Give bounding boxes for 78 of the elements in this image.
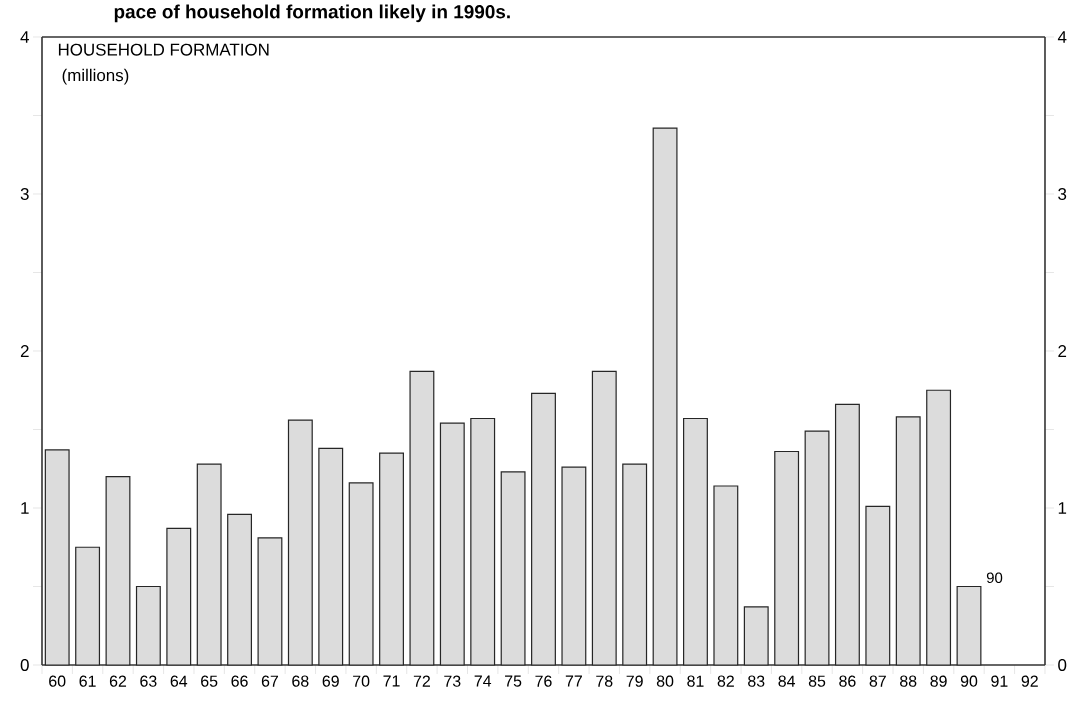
x-tick-label: 86 bbox=[839, 675, 856, 687]
x-tick-label: 75 bbox=[505, 675, 522, 687]
bar bbox=[348, 482, 374, 666]
bar bbox=[470, 417, 496, 666]
bar bbox=[865, 505, 891, 666]
y-tick-label: 3 bbox=[20, 188, 29, 200]
x-tick-label: 82 bbox=[717, 675, 734, 687]
x-tick-label: 69 bbox=[322, 675, 339, 687]
bar bbox=[227, 513, 253, 666]
bar bbox=[379, 452, 404, 666]
bar bbox=[652, 127, 678, 666]
bar bbox=[287, 419, 313, 666]
x-tick-label: 62 bbox=[109, 675, 127, 687]
bar bbox=[926, 389, 952, 666]
bar bbox=[622, 463, 648, 666]
y2-tick-label: 2 bbox=[1058, 345, 1067, 357]
x-tick-label: 83 bbox=[748, 675, 765, 687]
bar bbox=[409, 370, 435, 666]
annotation: 90 bbox=[986, 572, 1003, 583]
chart-title: pace of household formation likely in 1990s. bbox=[114, 4, 510, 23]
bar bbox=[166, 527, 192, 666]
bar bbox=[318, 447, 344, 666]
x-tick-label: 60 bbox=[49, 675, 66, 687]
x-tick-label: 78 bbox=[596, 675, 613, 687]
x-tick-label: 65 bbox=[201, 675, 218, 687]
annotation: (millions) bbox=[62, 68, 129, 85]
bar bbox=[500, 471, 526, 666]
x-tick-label: 61 bbox=[79, 675, 96, 687]
bar bbox=[956, 585, 982, 666]
x-tick-label: 77 bbox=[565, 675, 582, 687]
x-tick-label: 70 bbox=[353, 675, 370, 687]
x-tick-label: 90 bbox=[960, 675, 978, 687]
bar bbox=[743, 606, 769, 666]
bar bbox=[531, 392, 556, 666]
bar bbox=[561, 466, 587, 666]
bar bbox=[713, 485, 739, 666]
y2-tick-label: 0 bbox=[1058, 659, 1067, 671]
bar bbox=[196, 463, 222, 666]
bar bbox=[834, 403, 860, 666]
bar bbox=[774, 450, 800, 666]
y-tick-label: 4 bbox=[20, 31, 29, 43]
x-tick-label: 91 bbox=[991, 675, 1008, 687]
x-tick-label: 84 bbox=[778, 675, 796, 687]
x-tick-label: 73 bbox=[444, 675, 461, 687]
x-tick-label: 72 bbox=[413, 675, 430, 687]
bar bbox=[895, 416, 921, 666]
x-tick-label: 85 bbox=[808, 675, 826, 687]
y2-tick-label: 1 bbox=[1058, 502, 1067, 514]
x-tick-label: 74 bbox=[474, 675, 492, 687]
x-tick-label: 79 bbox=[626, 675, 643, 687]
x-tick-label: 67 bbox=[261, 675, 279, 687]
bar bbox=[105, 476, 131, 666]
x-tick-label: 66 bbox=[231, 675, 248, 687]
x-tick-label: 71 bbox=[383, 675, 400, 687]
x-tick-label: 64 bbox=[170, 675, 188, 687]
bar bbox=[439, 422, 465, 666]
bar bbox=[591, 370, 617, 666]
bar bbox=[804, 430, 830, 666]
x-tick-label: 81 bbox=[687, 675, 704, 687]
x-tick-label: 89 bbox=[930, 675, 947, 687]
y-tick-label: 1 bbox=[21, 502, 29, 514]
x-tick-label: 68 bbox=[292, 675, 309, 687]
y-tick-label: 0 bbox=[20, 659, 29, 671]
y2-tick-label: 4 bbox=[1057, 31, 1067, 43]
bar bbox=[135, 585, 161, 666]
bar bbox=[683, 417, 708, 666]
y2-tick-label: 3 bbox=[1058, 188, 1067, 200]
y-tick-label: 2 bbox=[20, 345, 29, 357]
y-axis-title: HOUSEHOLD FORMATION bbox=[58, 43, 269, 56]
bar bbox=[75, 546, 101, 666]
x-tick-label: 92 bbox=[1021, 675, 1038, 687]
x-tick-label: 63 bbox=[140, 675, 157, 687]
x-tick-label: 80 bbox=[656, 675, 674, 687]
x-tick-label: 87 bbox=[869, 675, 886, 687]
x-tick-label: 88 bbox=[900, 675, 917, 687]
x-tick-label: 76 bbox=[535, 675, 552, 687]
bar bbox=[257, 537, 283, 666]
bar bbox=[44, 449, 70, 666]
